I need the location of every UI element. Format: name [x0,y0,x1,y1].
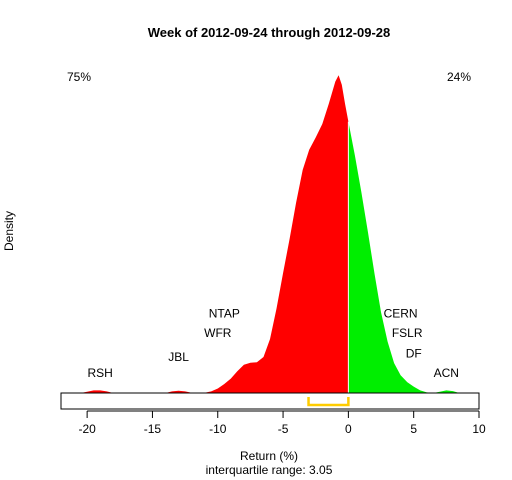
x-tick-label: 10 [472,422,486,436]
positive-density-area [348,121,466,394]
ticker-annotations: RSH JBL WFR NTAP CERN FSLR DF ACN [88,307,459,380]
annotation-wfr: WFR [204,326,232,340]
y-axis-label: Density [2,211,16,251]
x-tick-label: 0 [345,422,352,436]
annotation-jbl: JBL [168,350,189,364]
chart-title: Week of 2012-09-24 through 2012-09-28 [148,25,391,40]
annotation-ntap: NTAP [209,307,240,321]
x-tick-label: -20 [78,422,96,436]
annotation-fslr: FSLR [392,326,423,340]
x-axis-label: Return (%) [240,449,298,463]
x-tick-label: -5 [278,422,289,436]
iqr-bracket [307,397,350,407]
x-tick-label: -10 [209,422,227,436]
annotation-acn: ACN [434,366,459,380]
negative-density-area [74,75,349,393]
plot-area [60,75,480,410]
annotation-df: DF [406,347,422,361]
x-tick-label: -15 [144,422,162,436]
plot-frame [60,392,480,410]
annotation-cern: CERN [384,307,418,321]
iqr-subtitle: interquartile range: 3.05 [206,463,333,477]
left-percent-label: 75% [67,70,91,84]
annotation-rsh: RSH [88,366,113,380]
x-axis: -20 -15 -10 -5 0 5 10 [78,410,486,436]
right-percent-label: 24% [447,70,471,84]
x-tick-label: 5 [410,422,417,436]
